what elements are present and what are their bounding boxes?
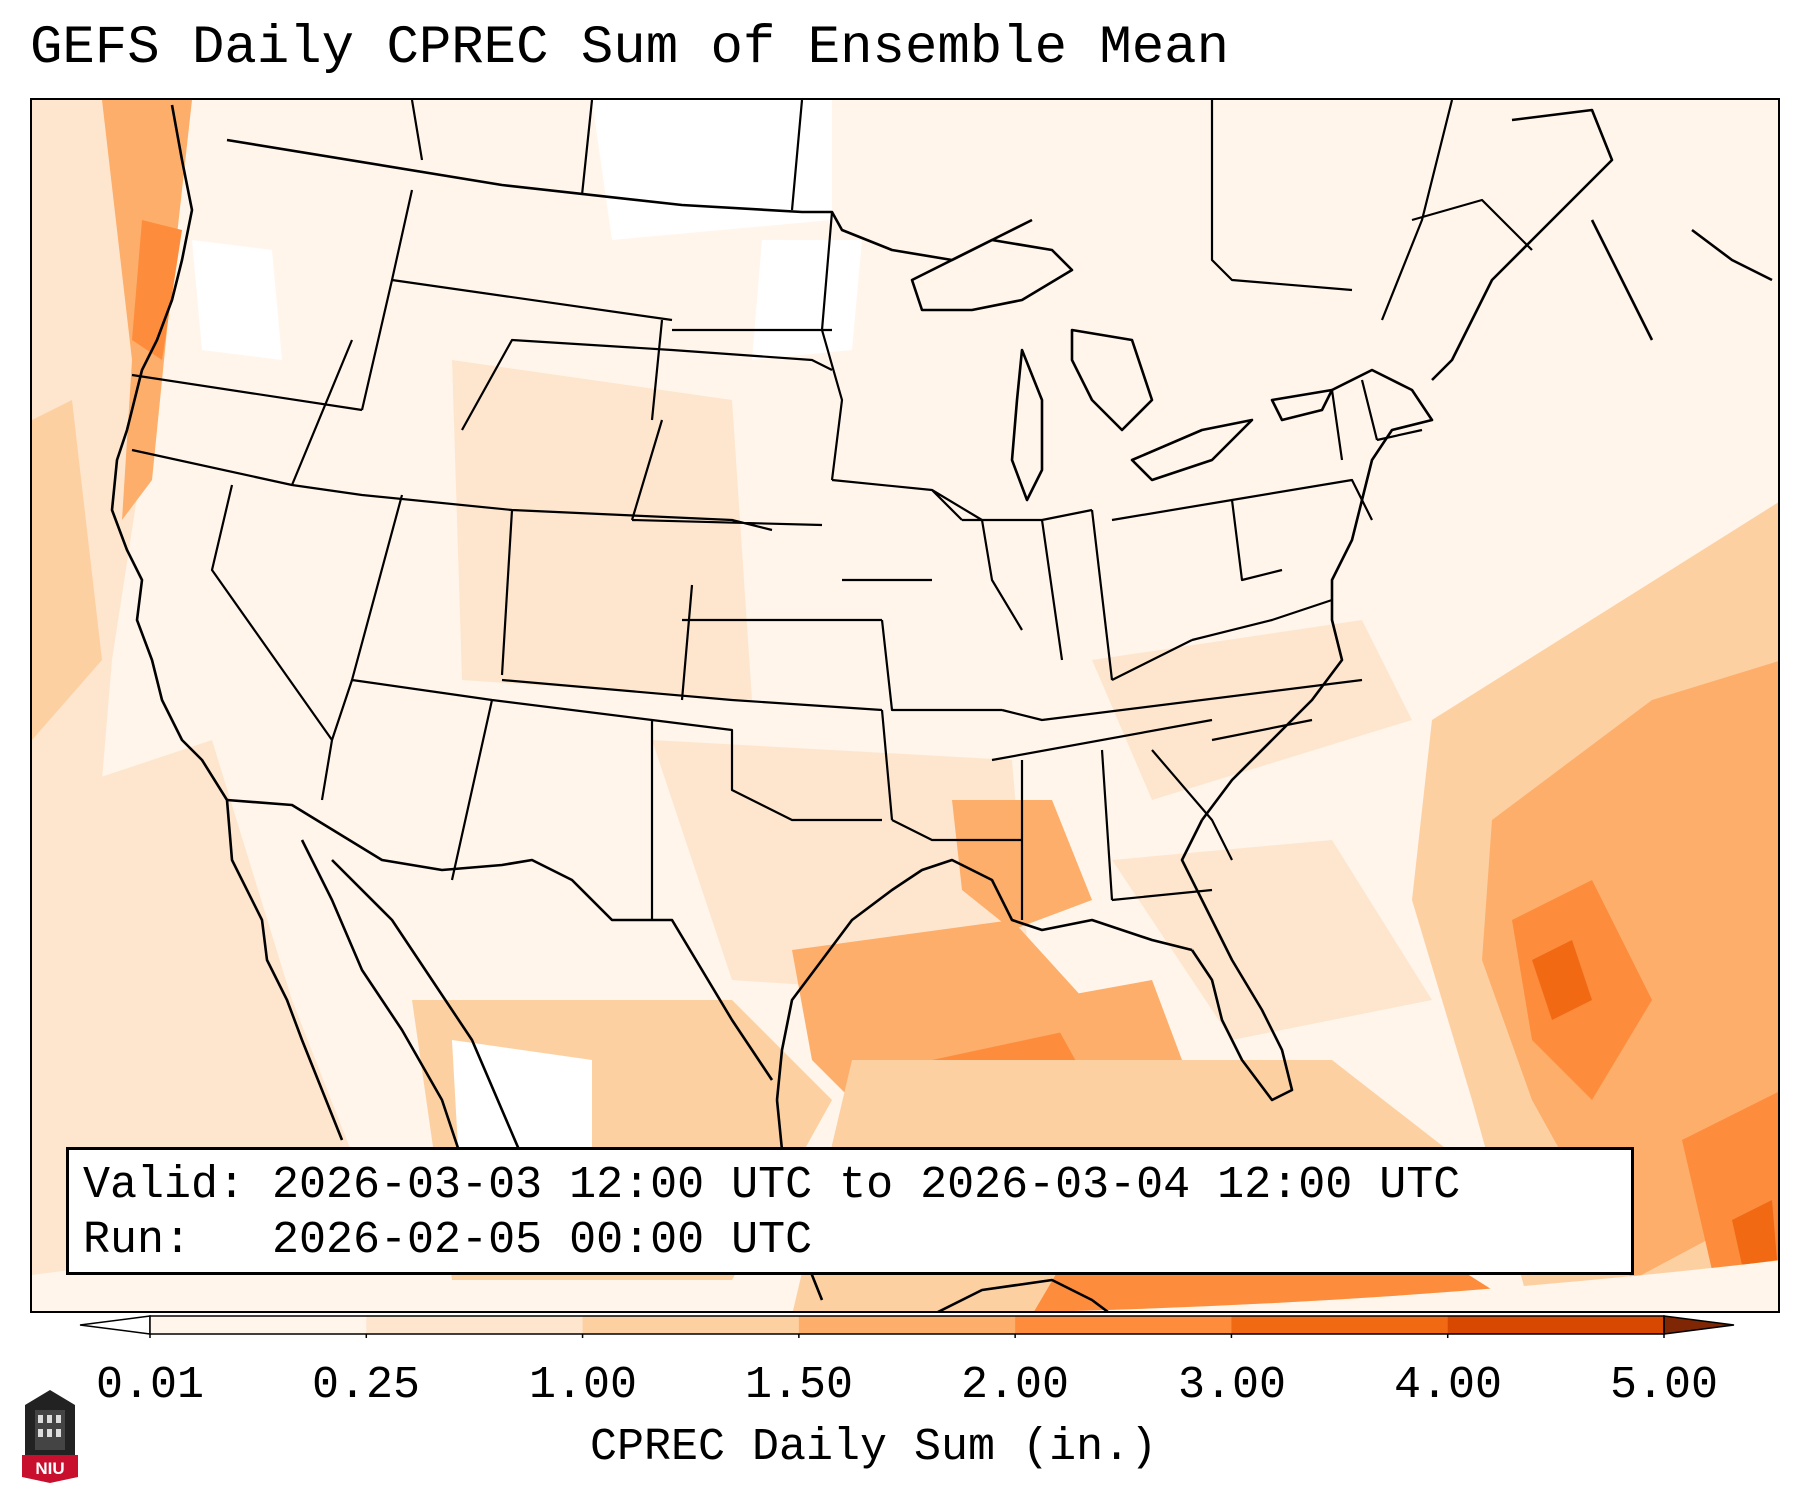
tick-label: 1.00 — [528, 1360, 638, 1411]
tick-label: 1.50 — [744, 1360, 854, 1411]
coastline-canada-east — [1431, 108, 1773, 381]
run-time: Run: 2026-02-05 00:00 UTC — [83, 1215, 813, 1266]
colorbar-under-arrow — [79, 1315, 151, 1335]
coastline-southeast — [1180, 819, 1294, 1102]
colorbar-label: CPREC Daily Sum (in.) — [590, 1422, 1158, 1473]
colorbar-segment — [582, 1316, 800, 1334]
coastline-gulf — [775, 858, 1193, 1101]
coastline-west — [110, 104, 344, 1141]
lake-ontario — [1270, 388, 1334, 422]
lake-erie — [1130, 418, 1254, 482]
coastline-northeast — [1200, 368, 1434, 821]
colorbar-border — [149, 1315, 1665, 1335]
colorbar-segment — [1447, 1316, 1665, 1334]
colorbar-segment — [1015, 1316, 1232, 1334]
tick-label: 3.00 — [1177, 1360, 1287, 1411]
valid-run-info: Valid: 2026-03-03 12:00 UTC to 2026-03-0… — [66, 1147, 1634, 1275]
map-title: GEFS Daily CPREC Sum of Ensemble Mean — [30, 18, 1229, 79]
coastline-gulf-california — [300, 839, 464, 1161]
colorbar-over-arrow — [1663, 1315, 1735, 1335]
border-canada-provinces — [410, 100, 1533, 321]
tick-label: 0.25 — [311, 1360, 421, 1411]
niu-logo: NIU — [22, 1390, 78, 1483]
border-us-mexico — [226, 798, 774, 1081]
precip-map — [32, 100, 1778, 1311]
tick-label: 2.00 — [960, 1360, 1070, 1411]
colorbar-segment — [150, 1316, 367, 1334]
colorbar — [79, 1315, 1735, 1338]
valid-time: Valid: 2026-03-03 12:00 UTC to 2026-03-0… — [83, 1160, 1461, 1211]
map-panel[interactable] — [30, 98, 1780, 1313]
lake-huron — [1070, 328, 1154, 432]
tick-label: 0.01 — [95, 1360, 205, 1411]
basemap-lines — [110, 100, 1773, 1311]
lake-michigan — [1010, 348, 1044, 502]
tick-label: 4.00 — [1393, 1360, 1503, 1411]
precip-field — [32, 100, 1778, 1311]
state-borders — [131, 189, 1423, 920]
tick-label: 5.00 — [1609, 1360, 1719, 1411]
colorbar-segment — [1231, 1316, 1449, 1334]
colorbar-segment — [798, 1316, 1016, 1334]
logo-text: NIU — [35, 1459, 64, 1478]
lake-superior — [910, 238, 1074, 312]
coastline-yucatan — [937, 1278, 1109, 1311]
colorbar-segment — [366, 1316, 584, 1334]
